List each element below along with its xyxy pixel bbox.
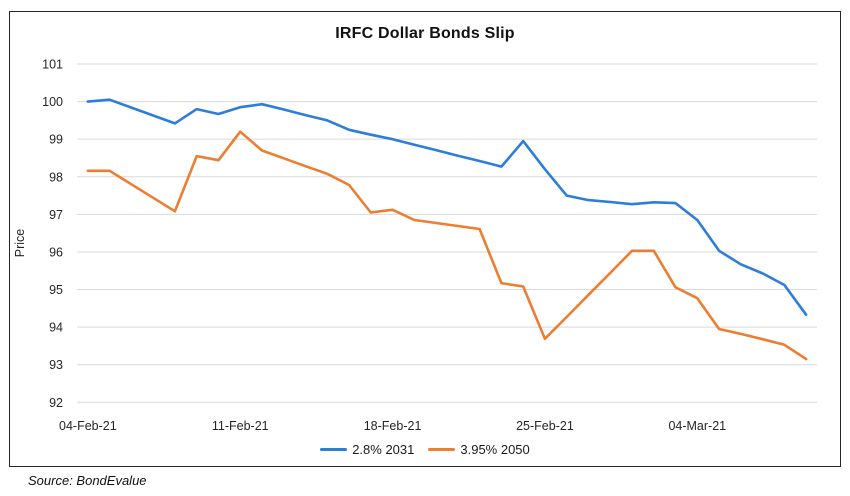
y-axis-tick-label: 94 <box>49 321 63 335</box>
legend-label: 3.95% 2050 <box>460 441 530 457</box>
y-axis-title: Price <box>13 229 27 258</box>
x-axis-tick-label: 04-Feb-21 <box>59 419 117 433</box>
legend-line-swatch-orange <box>428 447 456 451</box>
y-axis-tick-label: 98 <box>49 170 63 184</box>
y-axis-tick-label: 96 <box>49 245 63 259</box>
x-axis-tick-label: 11-Feb-21 <box>212 419 269 433</box>
series-line-3-95-2050 <box>86 130 808 361</box>
y-axis-tick-label: 95 <box>49 283 63 297</box>
y-axis-tick-label: 101 <box>42 58 63 72</box>
y-axis-tick-label: 97 <box>49 208 63 222</box>
y-axis-tick-label: 99 <box>49 133 63 147</box>
y-axis-tick-label: 93 <box>49 358 63 372</box>
legend-item-3-95-2050: 3.95% 2050 <box>428 441 530 457</box>
x-axis-tick-label: 25-Feb-21 <box>516 419 574 433</box>
x-axis-tick-label: 04-Mar-21 <box>668 419 726 433</box>
legend-line-swatch-blue <box>320 447 348 451</box>
chart-frame <box>9 11 841 467</box>
series-line-2-8-2031 <box>86 98 808 317</box>
source-note: Source: BondEvalue <box>28 473 147 488</box>
chart-title: IRFC Dollar Bonds Slip <box>335 25 515 42</box>
legend-item-2-8-2031: 2.8% 2031 <box>320 442 414 457</box>
y-axis-tick-label: 100 <box>42 95 63 109</box>
legend-label: 2.8% 2031 <box>352 441 415 457</box>
y-axis-tick-label: 92 <box>49 396 63 410</box>
x-axis-tick-label: 18-Feb-21 <box>364 419 422 433</box>
chart-legend: 2.8% 2031 3.95% 2050 <box>0 440 850 458</box>
